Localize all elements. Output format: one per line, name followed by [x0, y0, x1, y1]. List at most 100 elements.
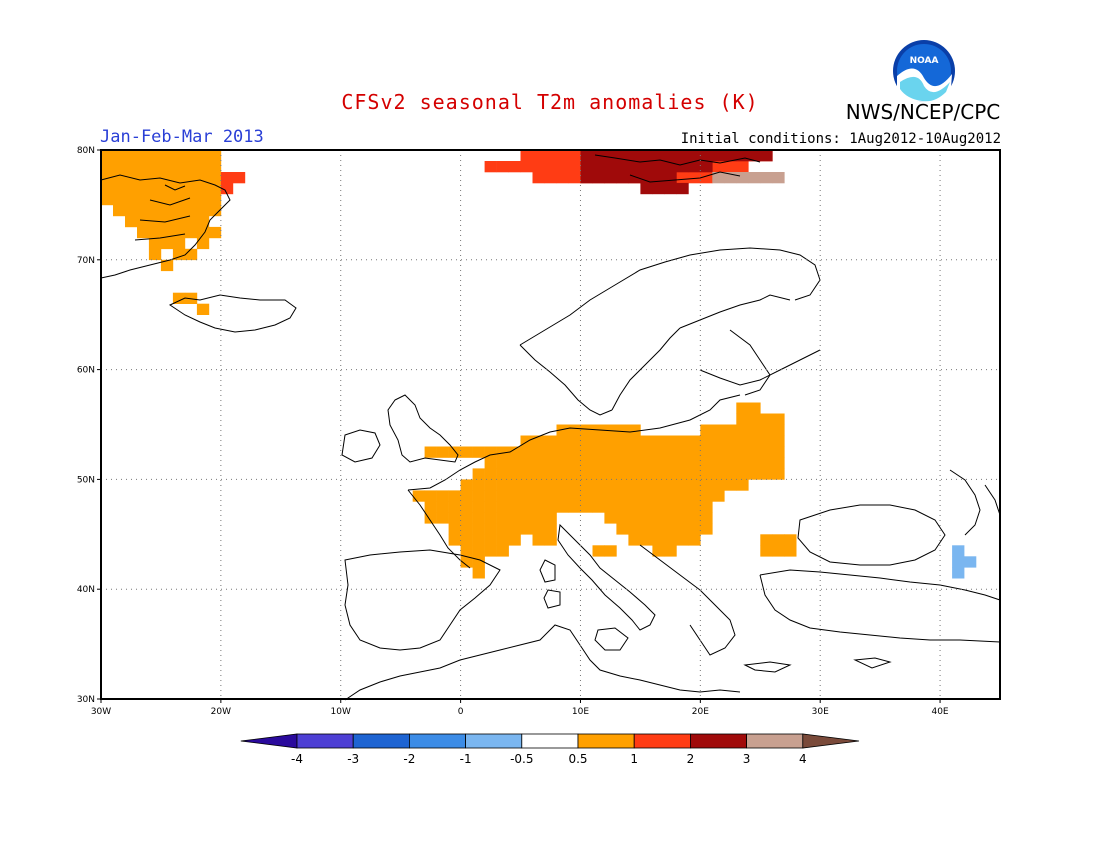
anomaly-cell: [508, 490, 521, 502]
anomaly-cell: [604, 172, 617, 184]
anomaly-cell: [724, 468, 737, 480]
anomaly-cell: [724, 150, 737, 162]
anomaly-cell: [712, 424, 725, 436]
anomaly-cell: [688, 457, 701, 469]
anomaly-cell: [664, 512, 677, 524]
agency-label: NWS/NCEP/CPC: [845, 100, 1001, 124]
anomaly-cell: [472, 567, 485, 579]
anomaly-cell: [520, 457, 533, 469]
anomaly-cell: [724, 457, 737, 469]
colorbar-tick-label: -3: [347, 752, 360, 766]
anomaly-cell: [520, 479, 533, 491]
anomaly-cell: [220, 172, 234, 184]
anomaly-cell: [748, 402, 761, 414]
anomaly-cell: [616, 501, 629, 513]
anomaly-cell: [113, 172, 126, 184]
anomaly-cell: [772, 424, 785, 436]
anomaly-cell: [556, 501, 569, 513]
anomaly-cells: [101, 150, 977, 579]
anomaly-cell: [208, 204, 222, 217]
anomaly-cell: [724, 172, 737, 184]
anomaly-cell: [484, 490, 497, 502]
anomaly-cell: [460, 446, 473, 458]
anomaly-cell: [496, 161, 509, 173]
anomaly-cell: [125, 215, 138, 228]
anomaly-cell: [748, 150, 761, 162]
anomaly-cell: [664, 457, 677, 469]
anomaly-cell: [113, 204, 126, 217]
anomaly-cell: [640, 435, 653, 447]
anomaly-cell: [664, 545, 677, 557]
anomaly-cell: [760, 172, 773, 184]
anomaly-cell: [568, 150, 581, 162]
anomaly-cell: [160, 182, 174, 195]
anomaly-cell: [580, 501, 593, 513]
anomaly-cell: [172, 226, 186, 239]
anomaly-cell: [196, 172, 210, 184]
anomaly-cell: [544, 150, 557, 162]
anomaly-cell: [604, 468, 617, 480]
anomaly-cell: [196, 204, 210, 217]
anomaly-cell: [604, 435, 617, 447]
anomaly-cell: [736, 172, 749, 184]
forecast-period: Jan-Feb-Mar 2013: [100, 127, 264, 147]
anomaly-cell: [544, 468, 557, 480]
anomaly-cell: [688, 468, 701, 480]
anomaly-cell: [628, 424, 641, 436]
anomaly-cell: [736, 402, 749, 414]
anomaly-cell: [508, 468, 521, 480]
anomaly-cell: [544, 172, 557, 184]
anomaly-cell: [160, 161, 174, 173]
anomaly-cell: [232, 172, 246, 184]
anomaly-cell: [196, 303, 210, 315]
anomaly-cell: [196, 182, 210, 195]
anomaly-cell: [640, 457, 653, 469]
anomaly-cell: [508, 534, 521, 546]
anomaly-cell: [532, 161, 545, 173]
anomaly-cell: [460, 490, 473, 502]
anomaly-cell: [676, 479, 689, 491]
anomaly-cell: [760, 424, 773, 436]
anomaly-cell: [125, 161, 138, 173]
map-frame: [100, 149, 1001, 700]
anomaly-cell: [196, 150, 210, 162]
anomaly-cell: [652, 490, 665, 502]
anomaly-cell: [172, 161, 186, 173]
anomaly-cell: [148, 226, 162, 239]
anomaly-cell: [688, 161, 701, 173]
anomaly-cell: [508, 501, 521, 513]
anomaly-cell: [724, 479, 737, 491]
anomaly-cell: [508, 512, 521, 524]
anomaly-cell: [556, 490, 569, 502]
anomaly-cell: [676, 501, 689, 513]
anomaly-cell: [736, 424, 749, 436]
anomaly-cell: [640, 501, 653, 513]
anomaly-cell: [448, 534, 461, 546]
anomaly-cell: [736, 150, 749, 162]
anomaly-cell: [568, 468, 581, 480]
anomaly-cell: [652, 512, 665, 524]
anomaly-cell: [448, 512, 461, 524]
noaa-logo: NOAA: [893, 40, 955, 103]
anomaly-cell: [568, 172, 581, 184]
anomaly-cell: [616, 424, 629, 436]
colorbar-tick-label: -0.5: [510, 752, 534, 766]
anomaly-cell: [532, 150, 545, 162]
x-tick-label: 10E: [572, 707, 589, 717]
anomaly-cell: [712, 457, 725, 469]
colorbar-tick-label: 3: [742, 752, 751, 766]
anomaly-cell: [544, 435, 557, 447]
anomaly-cell: [125, 150, 138, 162]
anomaly-cell: [520, 490, 533, 502]
anomaly-cell: [196, 161, 210, 173]
anomaly-cell: [628, 161, 641, 173]
anomaly-cell: [604, 545, 617, 557]
anomaly-cell: [436, 501, 449, 513]
anomaly-cell: [101, 182, 114, 195]
anomaly-cell: [148, 204, 162, 217]
anomaly-cell: [160, 237, 174, 250]
anomaly-cell: [700, 424, 713, 436]
anomaly-cell: [664, 468, 677, 480]
anomaly-cell: [460, 501, 473, 513]
